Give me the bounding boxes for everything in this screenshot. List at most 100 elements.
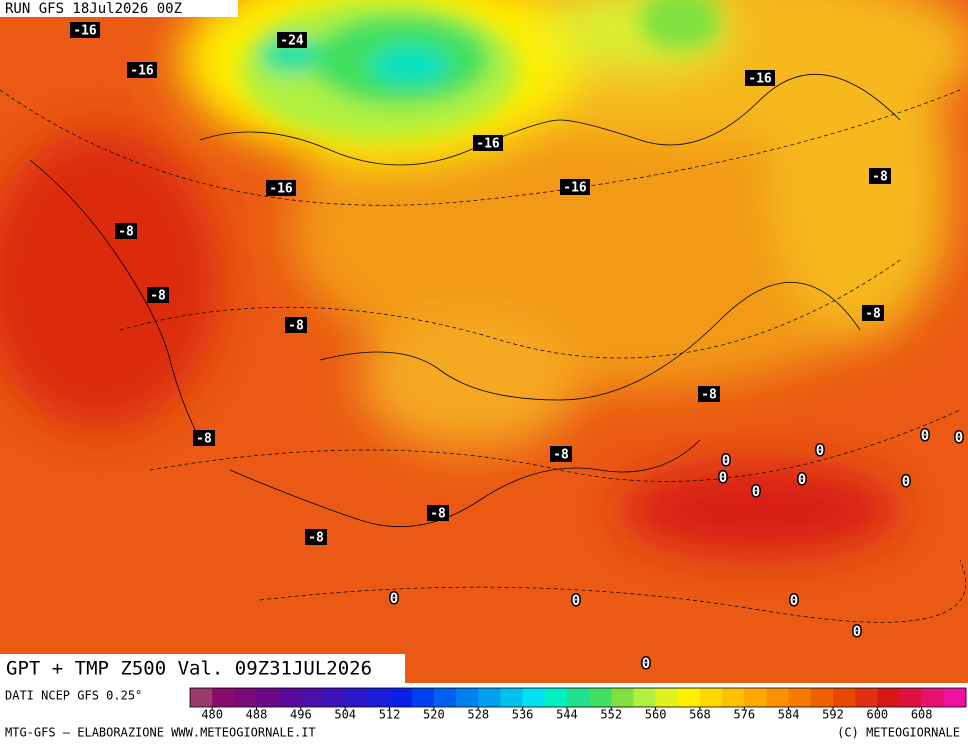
colorbar-swatch [323, 688, 346, 707]
colorbar-frame [189, 687, 967, 708]
contour-label: 0 [853, 624, 861, 640]
contour-label-box [266, 180, 296, 196]
footer-left: MTG-GFS — ELABORAZIONE WWW.METEOGIORNALE… [5, 726, 316, 740]
source-label: DATI NCEP GFS 0.25° [5, 689, 142, 703]
colorbar-tick-label: 544 [556, 708, 578, 722]
contour-label: 0 [572, 593, 580, 609]
contour-label-box [473, 135, 503, 151]
colorbar-tick-label: 600 [866, 708, 888, 722]
contour-label: -8 [118, 225, 134, 240]
colorbar-swatch [433, 688, 457, 707]
colorbar-tick-label: 504 [334, 708, 356, 722]
contour-label: 0 [902, 474, 910, 490]
contour-label: 0 [642, 656, 650, 672]
colorbar-swatch [566, 688, 590, 707]
colorbar-tick-label: 560 [645, 708, 667, 722]
contour-label-box [127, 62, 157, 78]
contour-label-box [862, 305, 884, 321]
colorbar-tick-label: 512 [379, 708, 401, 722]
contour-label: -16 [748, 72, 772, 87]
contour-label-box [147, 287, 169, 303]
colorbar-tick-label: 608 [911, 708, 933, 722]
colorbar-swatch [699, 688, 723, 707]
colorbar-swatch [744, 688, 767, 707]
contour-label-box [698, 386, 720, 402]
colorbar-swatch [300, 688, 324, 707]
colorbar-swatch [611, 688, 634, 707]
colorbar-tick-label: 488 [246, 708, 268, 722]
contour-label: -8 [288, 319, 304, 334]
contour-label: 0 [722, 453, 730, 469]
colorbar-tick-label: 496 [290, 708, 312, 722]
colorbar-swatch [766, 688, 789, 707]
colorbar-tick-label: 568 [689, 708, 711, 722]
colorbar-swatch [500, 688, 523, 707]
colorbar-tick-label: 576 [733, 708, 755, 722]
colorbar-tick-label: 552 [600, 708, 622, 722]
labels-layer: -16 -24 -16 -16 -16 -16 -16 -8 -8 -8 -8 -8 -8 -8 -8 -8 -… [70, 22, 965, 674]
colorbar-swatch [810, 688, 834, 707]
contour-label: -8 [308, 531, 324, 546]
colorbar-swatch [655, 688, 679, 707]
colorbar-swatch [478, 688, 501, 707]
colorbar-swatch [389, 688, 413, 707]
contour-label-box [550, 446, 572, 462]
colorbar-swatch [367, 688, 390, 707]
colorbar-swatch [522, 688, 546, 707]
contour-label: -8 [430, 507, 446, 522]
contour-label: -16 [269, 182, 293, 197]
contour-label: -16 [476, 137, 500, 152]
isolines [0, 89, 966, 623]
contour-label: 0 [816, 443, 824, 459]
colorbar-swatch [190, 688, 213, 707]
contour-label: 0 [798, 472, 806, 488]
contour-label-box [869, 168, 891, 184]
contour-label: -8 [150, 289, 166, 304]
colorbar-swatch [877, 688, 900, 707]
contour-label-box [745, 70, 775, 86]
contour-label: 0 [921, 428, 929, 444]
colorbar-swatch [722, 688, 745, 707]
footer-right: (C) METEOGIORNALE [837, 726, 960, 740]
map-field [0, 0, 968, 683]
colorbar-tick-label: 536 [512, 708, 534, 722]
contour-label: 0 [955, 430, 963, 446]
contour-label: 0 [790, 593, 798, 609]
colorbar-swatch [278, 688, 302, 707]
contour-label: -16 [563, 181, 587, 196]
contour-label: -8 [865, 307, 881, 322]
contour-label-box [305, 529, 327, 545]
contour-label: 0 [719, 470, 727, 486]
contour-label-box [193, 430, 215, 446]
colorbar-swatch [411, 688, 435, 707]
contour-label: 0 [752, 484, 760, 500]
colorbar-swatch [788, 688, 812, 707]
colorbar-swatch [633, 688, 656, 707]
contour-label: -16 [130, 64, 154, 79]
contour-label: -8 [553, 448, 569, 463]
colorbar-swatch [921, 688, 945, 707]
contour-label: -16 [73, 24, 97, 39]
colorbar-swatch [456, 688, 479, 707]
colorbar-tick-label: 592 [822, 708, 844, 722]
title-box [0, 654, 405, 683]
colorbar-swatch [256, 688, 279, 707]
colorbar-swatch [234, 688, 257, 707]
contour-label: -8 [196, 432, 212, 447]
contour-label-box [427, 505, 449, 521]
contour-label-box [285, 317, 307, 333]
contour-label: -8 [872, 170, 888, 185]
contour-label-box [115, 223, 137, 239]
colorbar-swatch [899, 688, 922, 707]
contour-label-box [560, 179, 590, 195]
colorbar-tick-label: 528 [467, 708, 489, 722]
colorbar-swatch [677, 688, 701, 707]
contour-label: -8 [701, 388, 717, 403]
header-box [0, 0, 238, 17]
colorbar-swatch [589, 688, 612, 707]
run-label: RUN GFS 18Jul2026 00Z [5, 1, 182, 17]
colorbar-tick-label: 520 [423, 708, 445, 722]
colorbar-swatch [832, 688, 856, 707]
coastlines [29, 73, 901, 528]
